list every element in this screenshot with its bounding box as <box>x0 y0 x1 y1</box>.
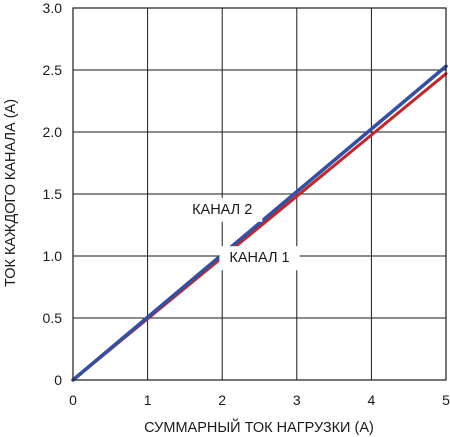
series-annotations: КАНАЛ 2 КАНАЛ 1 <box>182 197 300 271</box>
y-tick-label: 3.0 <box>43 0 63 16</box>
plot-frame <box>72 7 447 381</box>
annotation-background <box>219 246 300 271</box>
x-tick-label: 3 <box>293 392 301 408</box>
x-tick-label: 0 <box>69 392 77 408</box>
y-tick-label: 0.5 <box>43 310 63 326</box>
x-tick-label: 1 <box>144 392 152 408</box>
y-tick-label: 0 <box>54 372 62 388</box>
x-tick-label: 5 <box>442 392 450 408</box>
grid <box>72 7 447 381</box>
y-tick-label: 1.5 <box>43 186 63 202</box>
x-axis-title: СУММАРНЫЙ ТОК НАГРУЗКИ (А) <box>144 418 374 436</box>
annotation-label: КАНАЛ 2 <box>192 202 252 218</box>
y-tick-labels: 0 0.5 1.0 1.5 2.0 2.5 3.0 <box>43 0 63 388</box>
x-tick-labels: 0 1 2 3 4 5 <box>69 392 450 408</box>
y-axis-title: ТОК КАЖДОГО КАНАЛА (А) <box>3 99 19 287</box>
series-lines <box>71 64 448 382</box>
y-tick-label: 2.5 <box>43 62 63 78</box>
annotation-label: КАНАЛ 1 <box>229 250 289 266</box>
series-line-2 <box>71 64 448 382</box>
x-tick-label: 2 <box>218 392 226 408</box>
annotation-background <box>182 197 263 222</box>
x-tick-label: 4 <box>368 392 376 408</box>
y-tick-label: 1.0 <box>43 248 63 264</box>
y-tick-label: 2.0 <box>43 124 63 140</box>
plot-border <box>72 7 447 381</box>
